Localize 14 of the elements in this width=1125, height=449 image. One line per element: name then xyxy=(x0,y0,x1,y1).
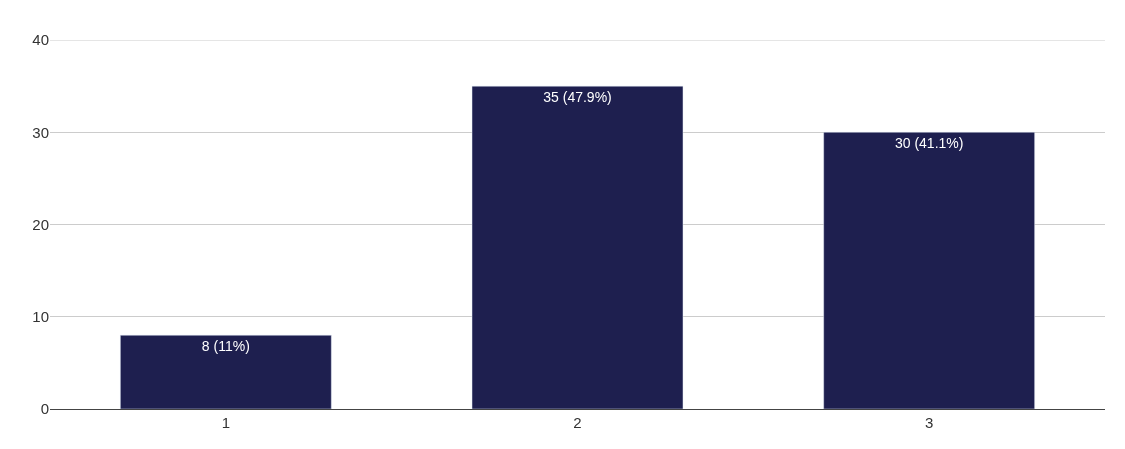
x-tick-label: 1 xyxy=(221,414,230,431)
data-label: 8 (11%) xyxy=(201,338,250,355)
y-tick-label: 10 xyxy=(32,308,49,325)
x-tick-label: 3 xyxy=(925,414,934,431)
bar xyxy=(120,334,332,409)
y-tick-label: 0 xyxy=(40,400,49,418)
y-tick-label: 40 xyxy=(32,31,49,49)
bar xyxy=(471,85,684,409)
data-label: 30 (41.1%) xyxy=(894,135,964,152)
x-tick-label: 2 xyxy=(573,414,582,431)
y-tick-label: 20 xyxy=(32,215,49,233)
y-tick-label: 30 xyxy=(32,123,49,141)
data-label: 35 (47.9%) xyxy=(543,89,612,106)
bar xyxy=(823,132,1035,409)
